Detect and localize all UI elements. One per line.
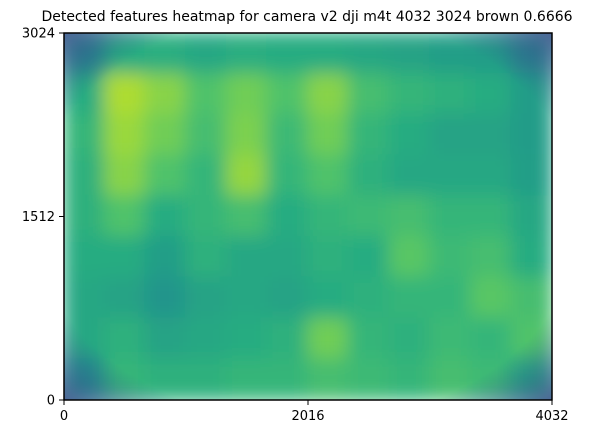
x-tick-label: 4032: [535, 409, 568, 424]
y-tick-label: 3024: [22, 27, 55, 42]
heatmap-edge-vignette: [64, 33, 552, 400]
y-tick-label: 0: [47, 394, 55, 409]
y-axis: 0 1512 3024: [22, 27, 64, 409]
x-tick-label: 0: [60, 409, 68, 424]
y-tick-label: 1512: [22, 210, 55, 225]
x-tick-label: 2016: [291, 409, 324, 424]
chart-title: Detected features heatmap for camera v2 …: [41, 9, 572, 25]
heatmap-plot-area: [64, 33, 552, 400]
x-axis: 0 2016 4032: [60, 400, 569, 424]
